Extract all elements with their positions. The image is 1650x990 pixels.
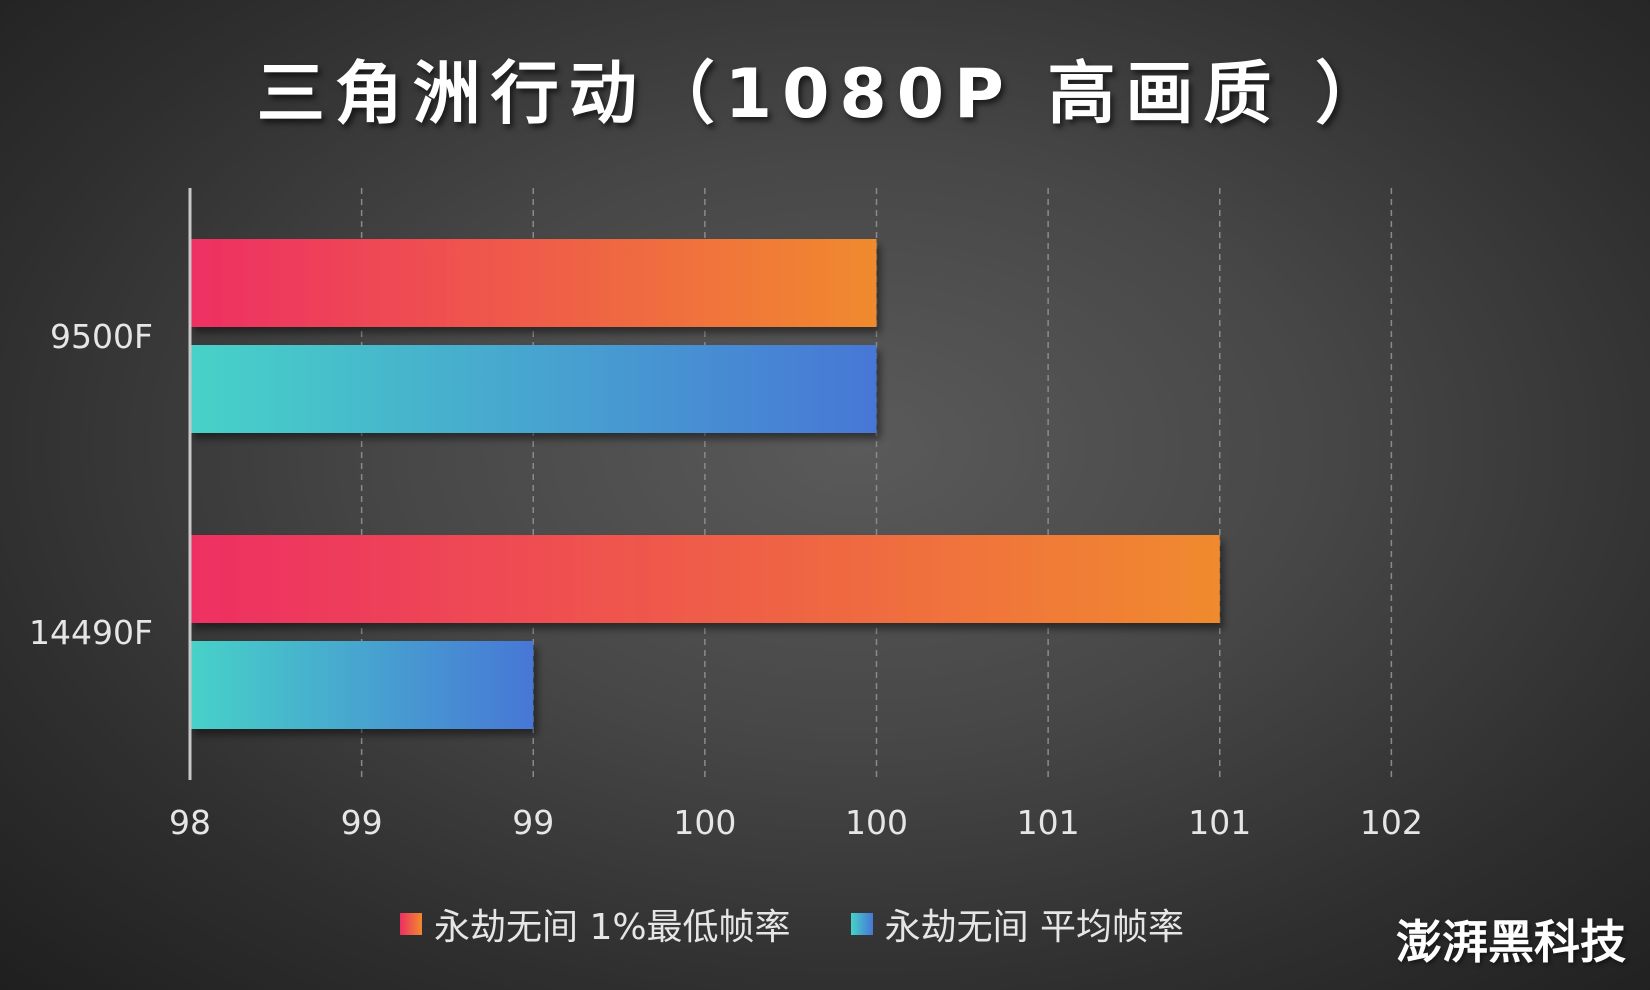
bar-9500F-series-0 — [190, 239, 877, 327]
bar-14490F-series-1 — [190, 641, 534, 729]
category-label: 14490F — [29, 613, 153, 652]
legend-swatch-1pct-low — [400, 913, 422, 935]
bar-14490F-series-0 — [190, 535, 1220, 623]
x-tick-label: 102 — [1360, 803, 1423, 842]
chart-title: 三角洲行动（1080P 高画质 ） — [256, 55, 1394, 134]
x-tick-label: 100 — [845, 803, 908, 842]
watermark: 澎湃黑科技 — [1396, 915, 1626, 969]
x-tick-label: 99 — [341, 803, 383, 842]
legend-swatch-average — [850, 913, 873, 935]
x-tick-label: 101 — [1017, 803, 1080, 842]
legend-label-1pct-low: 永劫无间 1%最低帧率 — [434, 907, 791, 948]
x-tick-label: 98 — [169, 803, 211, 842]
bar-9500F-series-1 — [190, 345, 877, 433]
legend-label-average: 永劫无间 平均帧率 — [884, 907, 1185, 948]
legend: 永劫无间 1%最低帧率 永劫无间 平均帧率 — [400, 898, 1244, 950]
x-tick-label: 101 — [1188, 803, 1251, 842]
x-tick-label: 99 — [512, 803, 554, 842]
category-label: 9500F — [50, 317, 153, 356]
x-tick-label: 100 — [673, 803, 736, 842]
legend-item-1pct-low: 永劫无间 1%最低帧率 — [400, 898, 791, 950]
legend-item-average: 永劫无间 平均帧率 — [850, 898, 1185, 950]
